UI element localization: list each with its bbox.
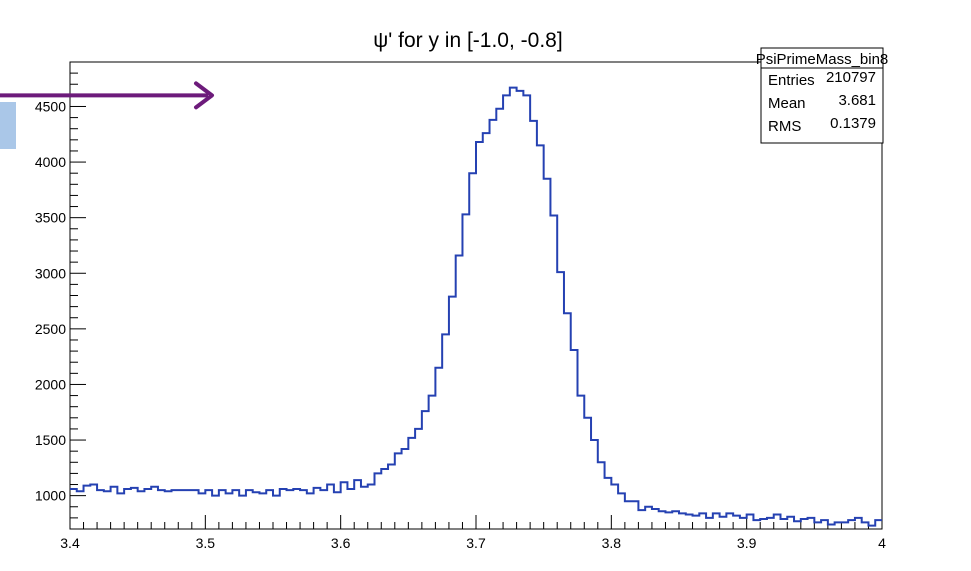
annotation-arrow [0,81,214,110]
x-tick-label: 3.9 [737,535,757,551]
stats-rms-label: RMS [768,118,801,135]
y-tick-label: 4500 [35,98,66,114]
x-tick-label: 3.5 [196,535,216,551]
x-tick-label: 3.6 [331,535,351,551]
y-tick-label: 3000 [35,265,66,281]
x-axis: 3.4 3.5 3.6 3.7 3.8 3.9 4 [60,515,886,551]
histogram-series-line [70,86,882,527]
x-tick-label: 4 [878,535,886,551]
stats-entries-label: Entries [768,72,815,89]
y-tick-label: 2000 [35,376,66,392]
arrow-head-icon [194,81,214,110]
stats-mean-value: 3.681 [838,92,876,109]
stats-rms-value: 0.1379 [830,115,876,132]
y-tick-label: 4000 [35,154,66,170]
annotation-marker-tab [0,102,16,149]
x-tick-label: 3.8 [602,535,622,551]
y-tick-label: 3500 [35,210,66,226]
y-tick-label: 2500 [35,321,66,337]
y-axis: 1000 1500 2000 2500 3000 3500 4000 4500 [35,61,86,519]
stats-mean-label: Mean [768,95,806,112]
x-tick-label: 3.7 [466,535,486,551]
chart-title: ψ' for y in [-1.0, -0.8] [373,29,562,52]
stats-box-frame [760,47,884,144]
stats-box-name: PsiPrimeMass_bin8 [756,51,889,68]
stats-box: PsiPrimeMass_bin8 Entries 210797 Mean 3.… [756,47,889,144]
stats-entries-value: 210797 [826,69,876,86]
x-tick-label: 3.4 [60,535,80,551]
y-tick-label: 1500 [35,432,66,448]
y-tick-label: 1000 [35,488,66,504]
plot-frame [69,61,883,530]
